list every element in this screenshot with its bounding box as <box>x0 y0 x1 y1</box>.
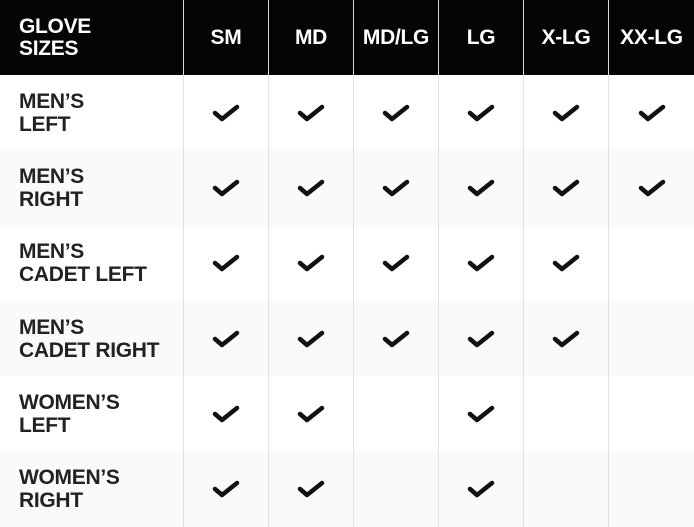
table-cell <box>438 225 523 301</box>
row-label: MEN’S CADET LEFT <box>19 240 147 287</box>
table-cell <box>183 376 268 452</box>
table-cell <box>353 150 438 226</box>
table-cell <box>183 225 268 301</box>
checkmark-icon <box>552 103 580 123</box>
checkmark-icon <box>297 479 325 499</box>
table-cell <box>523 300 608 377</box>
checkmark-icon <box>467 103 495 123</box>
table-cell <box>608 75 694 151</box>
checkmark-icon <box>467 479 495 499</box>
table-cell <box>183 300 268 377</box>
table-cell <box>268 376 353 452</box>
checkmark-icon <box>552 329 580 349</box>
checkmark-icon <box>212 479 240 499</box>
column-header-lg: LG <box>438 0 523 75</box>
row-label: WOMEN’S LEFT <box>19 390 120 437</box>
table-cell <box>438 376 523 452</box>
table-cell <box>523 150 608 226</box>
checkmark-icon <box>297 103 325 123</box>
column-header-md: MD <box>268 0 353 75</box>
table-cell <box>523 225 608 301</box>
column-header-xx-lg: XX-LG <box>608 0 694 75</box>
table-cell <box>523 75 608 151</box>
checkmark-icon <box>467 253 495 273</box>
checkmark-icon <box>467 404 495 424</box>
row-label: MEN’S LEFT <box>19 89 85 136</box>
table-cell <box>608 376 694 452</box>
checkmark-icon <box>382 103 410 123</box>
checkmark-icon <box>382 178 410 198</box>
row-label: WOMEN’S RIGHT <box>0 451 183 527</box>
table-cell <box>268 150 353 226</box>
table-cell <box>438 300 523 377</box>
table-cell <box>353 376 438 452</box>
table-cell <box>523 376 608 452</box>
table-cell <box>268 75 353 151</box>
checkmark-icon <box>382 329 410 349</box>
table-cell <box>523 451 608 527</box>
checkmark-icon <box>638 103 666 123</box>
table-cell <box>183 75 268 151</box>
checkmark-icon <box>467 329 495 349</box>
table-cell <box>183 451 268 527</box>
row-label: MEN’S CADET RIGHT <box>0 300 183 377</box>
table-cell <box>268 451 353 527</box>
column-header-sm: SM <box>183 0 268 75</box>
row-label: MEN’S RIGHT <box>0 150 183 226</box>
table-cell <box>353 300 438 377</box>
checkmark-icon <box>467 178 495 198</box>
table-cell <box>353 451 438 527</box>
table-cell <box>438 150 523 226</box>
checkmark-icon <box>212 103 240 123</box>
checkmark-icon <box>297 253 325 273</box>
table-cell <box>438 75 523 151</box>
checkmark-icon <box>212 253 240 273</box>
table-corner-label: GLOVE SIZES <box>0 0 183 75</box>
table-cell <box>353 75 438 151</box>
table-cell <box>183 150 268 226</box>
table-cell <box>608 300 694 377</box>
table-cell <box>268 225 353 301</box>
checkmark-icon <box>638 178 666 198</box>
checkmark-icon <box>297 178 325 198</box>
checkmark-icon <box>382 253 410 273</box>
checkmark-icon <box>212 329 240 349</box>
checkmark-icon <box>552 253 580 273</box>
checkmark-icon <box>212 404 240 424</box>
column-header-md-lg: MD/LG <box>353 0 438 75</box>
checkmark-icon <box>297 404 325 424</box>
table-cell <box>353 225 438 301</box>
checkmark-icon <box>297 329 325 349</box>
checkmark-icon <box>212 178 240 198</box>
table-cell <box>268 300 353 377</box>
table-cell <box>608 225 694 301</box>
table-cell <box>608 451 694 527</box>
column-header-x-lg: X-LG <box>523 0 608 75</box>
table-cell <box>438 451 523 527</box>
table-cell <box>608 150 694 226</box>
checkmark-icon <box>552 178 580 198</box>
